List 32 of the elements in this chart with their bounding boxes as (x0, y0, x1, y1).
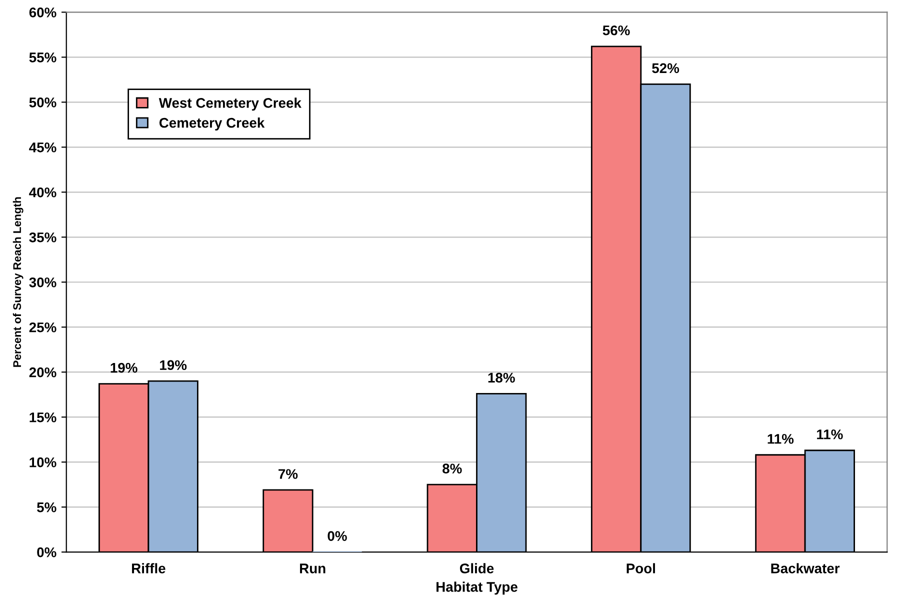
data-label: 7% (278, 469, 298, 479)
y-tick-label: 15% (30, 412, 56, 422)
data-label: 11% (817, 430, 843, 440)
x-tick-label: Run (300, 564, 326, 574)
data-label: 18% (488, 372, 515, 383)
data-label: 19% (110, 362, 138, 373)
data-label: 0% (328, 531, 347, 541)
data-label: 11% (768, 434, 794, 444)
data-label: 52% (652, 63, 680, 74)
y-tick-label: 0% (37, 547, 56, 558)
data-label: 56% (602, 25, 630, 36)
y-tick-label: 5% (37, 502, 56, 512)
x-tick-label: Riffle (132, 563, 166, 574)
x-tick-label: Glide (460, 563, 494, 574)
y-tick-label: 10% (30, 457, 56, 468)
y-tick-label: 55% (29, 52, 56, 62)
y-tick-label: 20% (29, 367, 56, 378)
data-label: 8% (442, 464, 462, 474)
legend-label: West Cemetery Creek (158, 98, 302, 111)
y-axis-title: Percent of Survey Reach Length (12, 197, 24, 367)
data-label: 19% (160, 360, 187, 370)
legend-label: Cemetery Creek (159, 118, 265, 130)
y-tick-label: 30% (29, 277, 56, 288)
y-tick-label: 35% (29, 232, 56, 242)
y-tick-label: 60% (29, 8, 56, 18)
x-tick-label: Backwater (771, 563, 840, 574)
y-tick-label: 45% (29, 142, 56, 152)
y-tick-label: 50% (29, 98, 56, 108)
x-tick-label: Pool (626, 563, 655, 574)
y-tick-label: 40% (29, 187, 56, 198)
y-tick-label: 25% (29, 322, 56, 332)
x-axis-title: Habitat Type (436, 582, 518, 595)
